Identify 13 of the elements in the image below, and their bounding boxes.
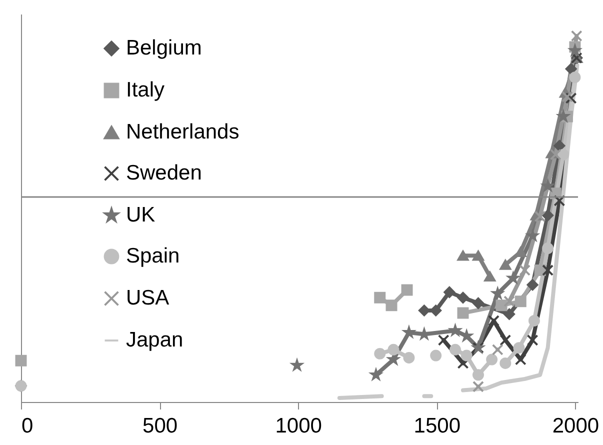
x-tick-label: 1000 — [275, 414, 322, 438]
x-tick-label: 0 — [22, 414, 34, 438]
legend-label: Belgium — [126, 36, 202, 60]
legend-label: USA — [126, 286, 170, 310]
legend-label: Spain — [126, 244, 180, 268]
legend-label: Netherlands — [126, 120, 240, 144]
legend-label: Japan — [126, 328, 184, 352]
legend-label: UK — [126, 204, 156, 226]
x-tick-label: 2000 — [552, 414, 600, 438]
x-tick-label: 500 — [142, 414, 178, 438]
x-tick-label: 1500 — [414, 414, 461, 438]
legend-label: Italy — [126, 78, 166, 102]
legend-label: Sweden — [126, 162, 202, 184]
